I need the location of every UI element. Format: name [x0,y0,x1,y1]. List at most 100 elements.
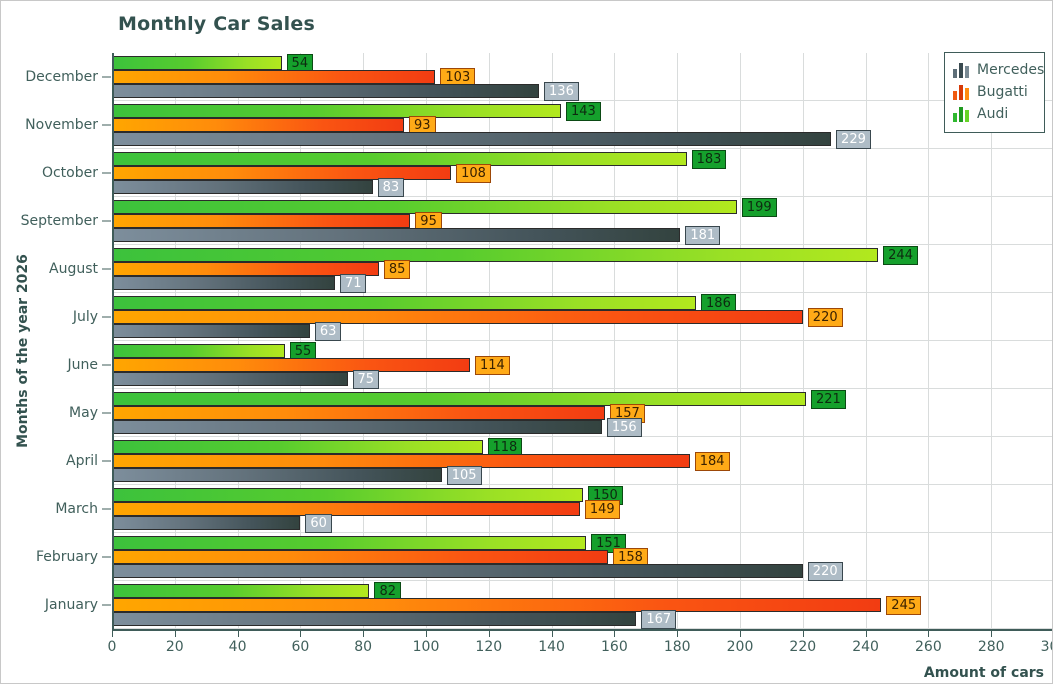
bar-mercedes[interactable] [112,132,832,146]
bar-audi[interactable] [112,440,483,454]
y-tick-mark [102,268,111,270]
gridline-vertical [865,53,867,629]
bar-value-label: 75 [352,370,380,389]
bar-bugatti[interactable] [112,310,803,324]
bar-mercedes[interactable] [112,372,348,386]
gridline-horizontal [112,196,1052,197]
y-tick-label: April [66,453,98,469]
bar-bugatti[interactable] [112,70,436,84]
bar-audi[interactable] [112,296,697,310]
bar-value-label: 149 [584,500,620,519]
y-axis-category: November [1,117,112,133]
bar-bugatti[interactable] [112,262,379,276]
y-tick-mark [102,460,111,462]
legend-swatch-bar [953,90,957,100]
x-tick-label: 80 [354,639,373,655]
x-tick-label: 120 [475,639,503,655]
bar-value-label: 143 [566,102,601,121]
gridline-vertical [991,53,993,629]
gridline-horizontal [112,148,1052,149]
gridline-horizontal [112,244,1052,245]
bar-audi[interactable] [112,536,587,550]
x-tick-label: 0 [107,639,117,655]
bar-mercedes[interactable] [112,468,442,482]
bar-bugatti[interactable] [112,406,605,420]
bar-value-label: 181 [685,226,721,245]
gridline-vertical [363,53,365,629]
x-tick-mark [865,631,867,637]
bar-audi[interactable] [112,488,583,502]
gridline-horizontal [112,484,1052,485]
y-tick-mark [102,220,111,222]
gridline-vertical [488,53,490,629]
legend-item-bugatti[interactable]: Bugatti [953,81,1036,103]
bar-bugatti[interactable] [112,214,411,228]
bar-mercedes[interactable] [112,228,681,242]
y-axis-category: September [1,213,112,229]
y-tick-label: August [49,261,98,277]
bar-mercedes[interactable] [112,564,803,578]
bar-value-label: 63 [314,322,342,341]
x-tick-label: 300 [1040,639,1052,655]
y-tick-label: November [25,117,98,133]
bar-mercedes[interactable] [112,420,602,434]
legend-swatch-bar [959,106,963,122]
bar-audi[interactable] [112,584,370,598]
bar-value-label: 221 [810,390,846,409]
y-axis-line [112,53,114,630]
y-tick-mark [102,604,111,606]
legend: Mercedes Bugatti Audi [944,52,1045,133]
x-tick-label: 220 [789,639,817,655]
bar-mercedes[interactable] [112,516,301,530]
y-tick-mark [102,556,111,558]
bar-value-label: 136 [544,82,579,101]
bar-mercedes[interactable] [112,276,335,290]
x-tick-mark [300,631,302,637]
gridline-vertical [300,53,302,629]
bar-bugatti[interactable] [112,118,405,132]
bar-value-label: 156 [606,418,642,437]
bar-audi[interactable] [112,344,285,358]
legend-item-audi[interactable]: Audi [953,103,1036,125]
bar-mercedes[interactable] [112,84,540,98]
x-tick-label: 240 [852,639,879,655]
y-tick-label: January [44,597,98,613]
bar-audi[interactable] [112,152,687,166]
y-axis-category: December [1,69,112,85]
bar-mercedes[interactable] [112,324,310,338]
x-tick-mark [488,631,490,637]
bar-chart-icon [953,62,970,78]
x-tick-label: 260 [915,639,942,655]
gridline-vertical [740,53,741,629]
bar-bugatti[interactable] [112,502,580,516]
bar-value-label: 71 [339,274,367,293]
bar-value-label: 229 [836,130,871,149]
bar-audi[interactable] [112,248,879,262]
bar-value-label: 118 [487,438,523,457]
bar-audi[interactable] [112,392,806,406]
bar-bugatti[interactable] [112,358,470,372]
bar-bugatti[interactable] [112,598,882,612]
legend-item-mercedes[interactable]: Mercedes [953,59,1044,81]
gridline-horizontal [112,100,1052,101]
y-tick-label: October [41,165,98,181]
bar-chart-icon [953,84,970,100]
bar-mercedes[interactable] [112,180,373,194]
x-tick-mark [174,631,176,637]
x-tick-mark [614,631,616,637]
x-tick-label: 60 [291,639,310,655]
x-tick-label: 20 [165,639,184,655]
bar-audi[interactable] [112,104,562,118]
x-tick-mark [551,631,553,637]
bar-audi[interactable] [112,56,282,70]
x-tick-mark [677,631,679,637]
bar-bugatti[interactable] [112,454,690,468]
y-tick-mark [102,364,111,366]
legend-swatch-bar [953,112,957,122]
bar-bugatti[interactable] [112,550,609,564]
bar-value-label: 245 [886,596,922,615]
gridline-horizontal [112,292,1052,293]
bar-mercedes[interactable] [112,612,637,626]
gridline-vertical [802,53,804,629]
y-tick-mark [102,76,111,78]
